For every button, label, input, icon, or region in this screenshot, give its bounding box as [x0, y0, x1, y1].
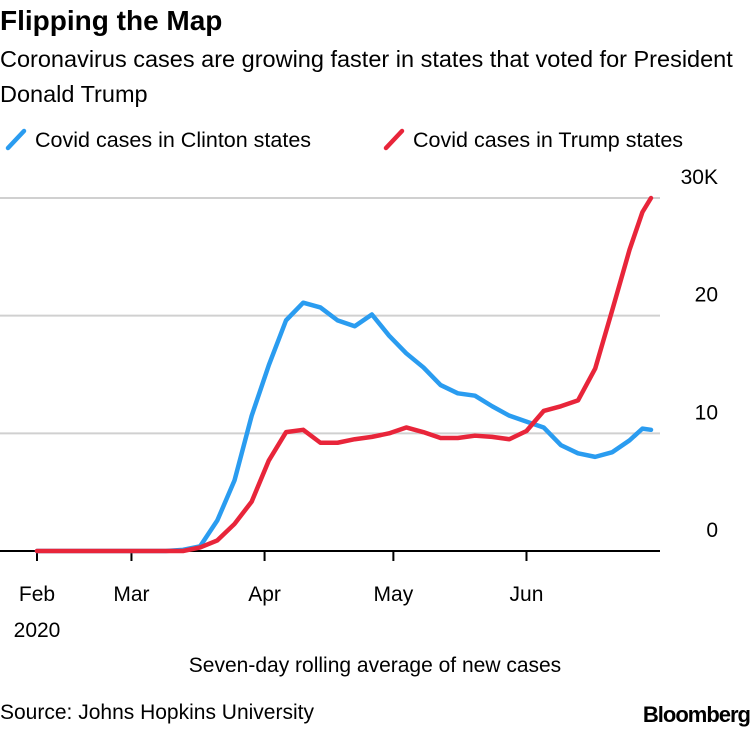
- legend-label: Covid cases in Clinton states: [35, 128, 311, 152]
- x-axis-label: Seven-day rolling average of new cases: [189, 654, 561, 677]
- y-tick-label: 0: [706, 519, 718, 542]
- x-tick-label: May: [374, 583, 414, 606]
- legend-label: Covid cases in Trump states: [413, 128, 683, 152]
- y-tick-label: 30K: [681, 166, 718, 189]
- x-tick-label: Apr: [248, 583, 281, 606]
- x-tick-label: Mar: [113, 583, 149, 606]
- y-tick-label: 10: [695, 401, 718, 424]
- series-line: [34, 195, 654, 554]
- source: Source: Johns Hopkins University: [0, 701, 314, 724]
- chart-subtitle: Coronavirus cases are growing faster in …: [0, 46, 733, 107]
- x-tick-sublabel: 2020: [14, 619, 61, 642]
- x-tick-label: Jun: [510, 583, 544, 606]
- series-line: [34, 300, 654, 554]
- y-tick-label: 20: [695, 284, 718, 307]
- chart-title: Flipping the Map: [0, 5, 222, 36]
- subtitle-box: Coronavirus cases are growing faster in …: [0, 46, 733, 107]
- legend-swatch: [383, 128, 405, 151]
- brand: Bloomberg: [643, 702, 750, 727]
- x-tick-label: Feb: [19, 583, 55, 606]
- legend-swatch: [5, 128, 27, 151]
